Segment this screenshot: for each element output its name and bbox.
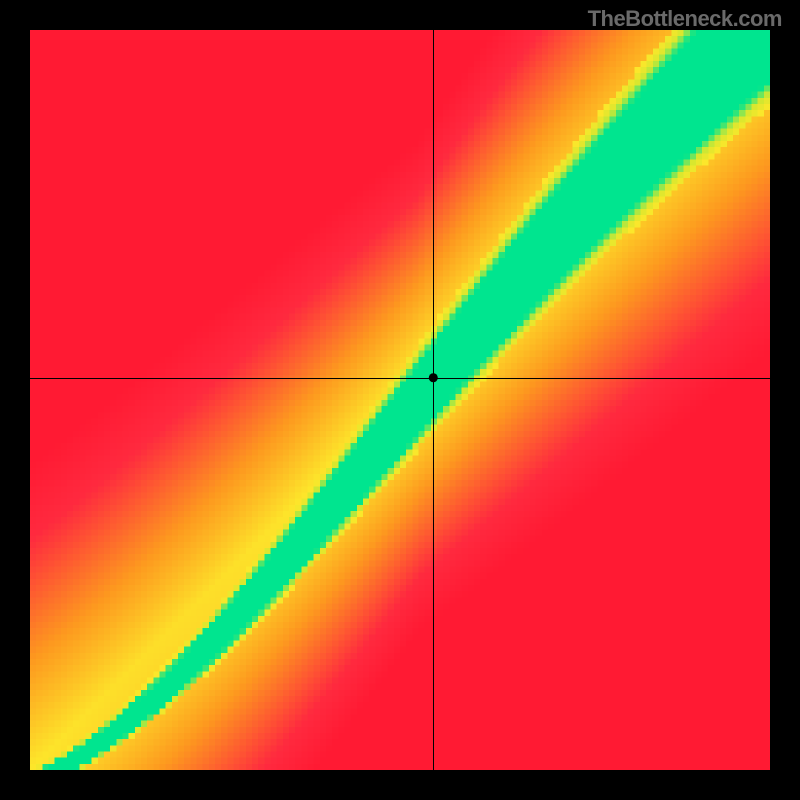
watermark-text: TheBottleneck.com (588, 6, 782, 32)
heatmap-crosshair-overlay (30, 30, 770, 770)
bottleneck-heatmap (30, 30, 770, 770)
